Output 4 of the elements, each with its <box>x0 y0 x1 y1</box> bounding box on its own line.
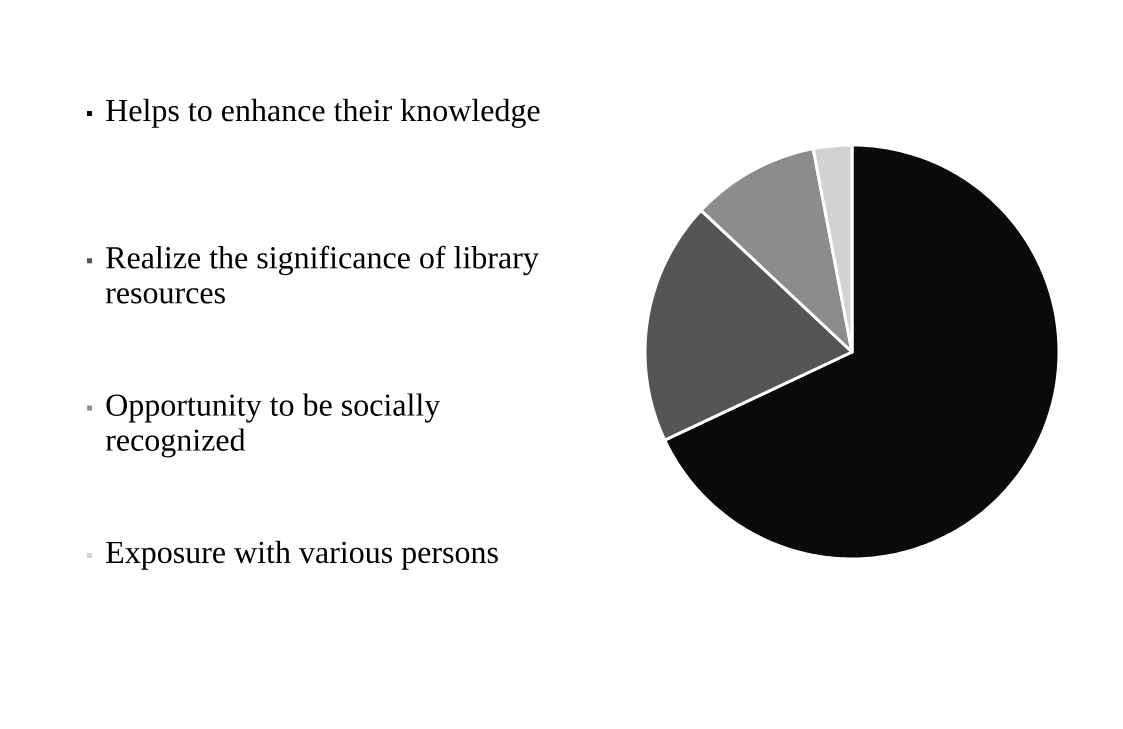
legend-label: Opportunity to be socially recognized <box>105 393 441 458</box>
legend-label: Realize the significance of library resources <box>105 245 539 304</box>
legend-label: Helps to enhance their knowledge <box>106 98 540 128</box>
legend-label: Exposure with various persons <box>106 540 498 570</box>
